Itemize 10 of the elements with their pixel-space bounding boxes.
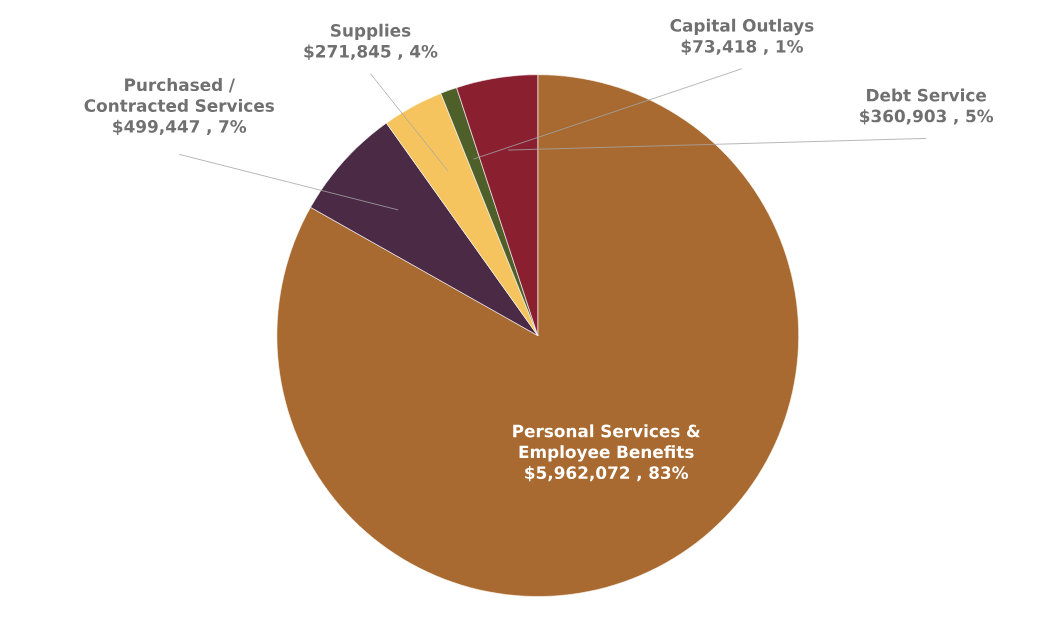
data-label: $5,962,072 , 83% <box>525 465 689 482</box>
data-label: $73,418 , 1% <box>681 39 803 55</box>
slice-label: Personal Services & Employee Benefits <box>513 424 700 462</box>
slice-label: Capital Outlays <box>670 18 814 36</box>
data-label: $360,903 , 5% <box>860 109 994 125</box>
slice-label: Purchased / Contracted Services <box>84 77 275 112</box>
data-label: $499,447 , 7% <box>113 119 247 135</box>
data-label: $271,845 , 4% <box>304 44 438 60</box>
slice-label: Supplies <box>331 23 411 40</box>
slice-label: Debt Service <box>867 88 987 102</box>
